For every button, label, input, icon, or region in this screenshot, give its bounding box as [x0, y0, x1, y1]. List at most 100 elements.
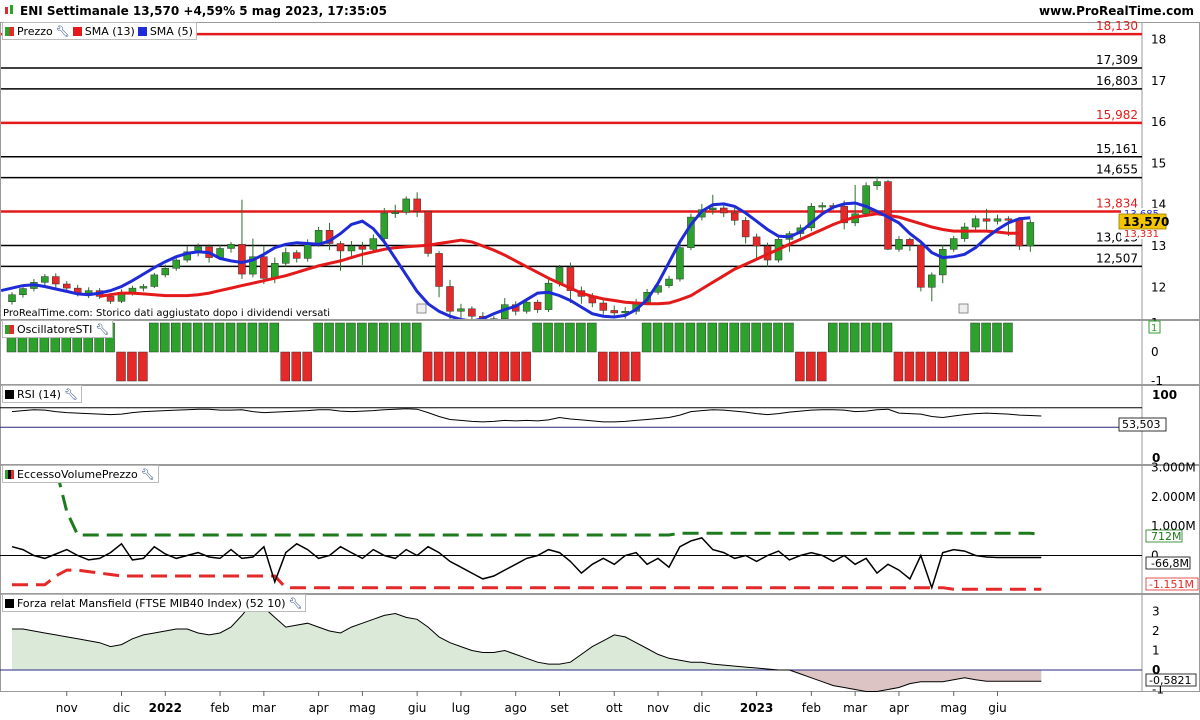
- evp-upper-band: [12, 466, 1042, 537]
- price-candle: [260, 256, 268, 279]
- price-candle: [347, 245, 356, 252]
- x-axis-label: nov: [647, 701, 669, 715]
- x-axis-label: 2022: [149, 701, 182, 715]
- sti-y-tick: 0: [1151, 345, 1159, 359]
- site-label[interactable]: www.ProRealTime.com: [1039, 4, 1194, 18]
- x-axis-label: dic: [113, 701, 131, 715]
- sti-bar: [948, 351, 958, 382]
- sti-bar: [160, 322, 170, 353]
- sti-bar: [390, 322, 400, 353]
- price-side-label: 13,331: [1124, 229, 1159, 240]
- sti-bar: [904, 351, 915, 382]
- price-candle: [862, 185, 870, 215]
- price-candle: [292, 252, 301, 259]
- sti-bar: [806, 351, 816, 382]
- sti-bar: [1003, 322, 1013, 353]
- wrench-icon[interactable]: 🔧︎: [55, 24, 70, 38]
- evp-lower-label: -1.151M: [1149, 578, 1194, 591]
- rsi-legend-label: RSI (14): [17, 387, 61, 401]
- wrench-icon[interactable]: 🔧︎: [95, 322, 110, 336]
- price-level-label: 16,803: [1096, 74, 1138, 88]
- mansfield-area-negative: [12, 670, 1042, 692]
- price-candle: [709, 207, 717, 210]
- price-level-label: 13,834: [1096, 197, 1138, 211]
- sti-bar: [335, 322, 345, 353]
- sti-bar: [269, 322, 280, 353]
- price-candle: [1026, 222, 1035, 247]
- wrench-icon[interactable]: 🔧︎: [63, 387, 78, 401]
- price-y-tick: 18: [1151, 33, 1166, 47]
- price-candle: [238, 244, 246, 275]
- price-candle: [960, 226, 969, 239]
- evp-legend[interactable]: EccessoVolumePrezzo 🔧︎: [2, 465, 159, 483]
- price-candle: [19, 288, 27, 295]
- sti-bar: [981, 322, 991, 353]
- price-candle: [227, 244, 235, 249]
- sma13-line: [99, 212, 1020, 306]
- x-axis-label: apr: [309, 701, 329, 715]
- x-axis-label: nov: [56, 701, 78, 715]
- price-candle: [150, 274, 159, 287]
- mansfield-legend-label: Forza relat Mansfield (FTSE MIB40 Index)…: [17, 596, 286, 610]
- wrench-icon[interactable]: 🔧︎: [288, 596, 303, 610]
- price-candle: [84, 290, 93, 294]
- sti-bar: [740, 322, 750, 353]
- sti-bar: [302, 351, 312, 382]
- price-candle: [993, 218, 1002, 222]
- mansfield-legend-swatch: [5, 598, 14, 608]
- price-candle: [336, 243, 345, 252]
- sti-bar: [685, 322, 696, 353]
- mansfield-legend[interactable]: Forza relat Mansfield (FTSE MIB40 Index)…: [2, 594, 307, 612]
- rsi-y-tick: 0: [1152, 451, 1160, 465]
- sti-bar: [828, 322, 838, 353]
- price-candle: [752, 236, 761, 247]
- x-axis-label: mag: [940, 701, 967, 715]
- price-candle: [249, 256, 257, 275]
- sti-bar: [313, 322, 323, 353]
- price-level-label: 15,982: [1096, 108, 1138, 122]
- price-candle: [314, 230, 323, 244]
- current-price-badge: [1118, 213, 1167, 230]
- sti-bar: [598, 351, 608, 382]
- evp-y-tick: 2.000M: [1151, 490, 1196, 504]
- price-candle: [303, 243, 312, 259]
- panel-frame: [0, 22, 1200, 320]
- evp-upper-label: 712M: [1151, 530, 1182, 543]
- sti-bar: [411, 322, 422, 353]
- sti-bar: [554, 322, 564, 353]
- sti-bar: [696, 322, 707, 353]
- sma5-legend-label: SMA (5): [149, 24, 193, 38]
- sti-bar: [357, 322, 367, 353]
- panel-frame: [0, 465, 1200, 594]
- evp-legend-swatch: [5, 469, 14, 479]
- wrench-icon[interactable]: 🔧︎: [140, 467, 155, 481]
- sti-current-label: 1: [1151, 323, 1157, 334]
- sti-bar: [291, 351, 301, 382]
- price-candle: [895, 239, 903, 250]
- sti-bar: [609, 351, 619, 382]
- price-candle: [949, 238, 958, 250]
- dividend-icon: [416, 303, 427, 314]
- sti-legend[interactable]: OscillatoreSTI 🔧︎: [2, 320, 114, 338]
- price-candle: [741, 220, 750, 238]
- rsi-legend[interactable]: RSI (14) 🔧︎: [2, 385, 82, 403]
- x-axis-label: ago: [505, 701, 527, 715]
- rsi-legend-swatch: [5, 389, 14, 399]
- price-candle: [139, 286, 148, 289]
- sti-bar: [784, 322, 794, 353]
- sti-bar: [247, 322, 258, 353]
- sti-bar: [171, 322, 181, 353]
- sti-bar: [773, 322, 783, 353]
- sti-bar: [488, 351, 499, 382]
- price-candle: [106, 296, 115, 302]
- price-layer: [1, 32, 1142, 319]
- sti-y-tick: -1: [1151, 374, 1163, 388]
- x-axis-label: giu: [988, 701, 1007, 715]
- x-axis-label: mar: [843, 701, 867, 715]
- price-legend[interactable]: Prezzo 🔧︎ SMA (13) SMA (5): [2, 22, 197, 40]
- rsi-current-badge: [1118, 417, 1167, 432]
- sti-bar: [970, 322, 980, 353]
- evp-lower-band: [12, 568, 1042, 591]
- sti-bar: [433, 351, 444, 382]
